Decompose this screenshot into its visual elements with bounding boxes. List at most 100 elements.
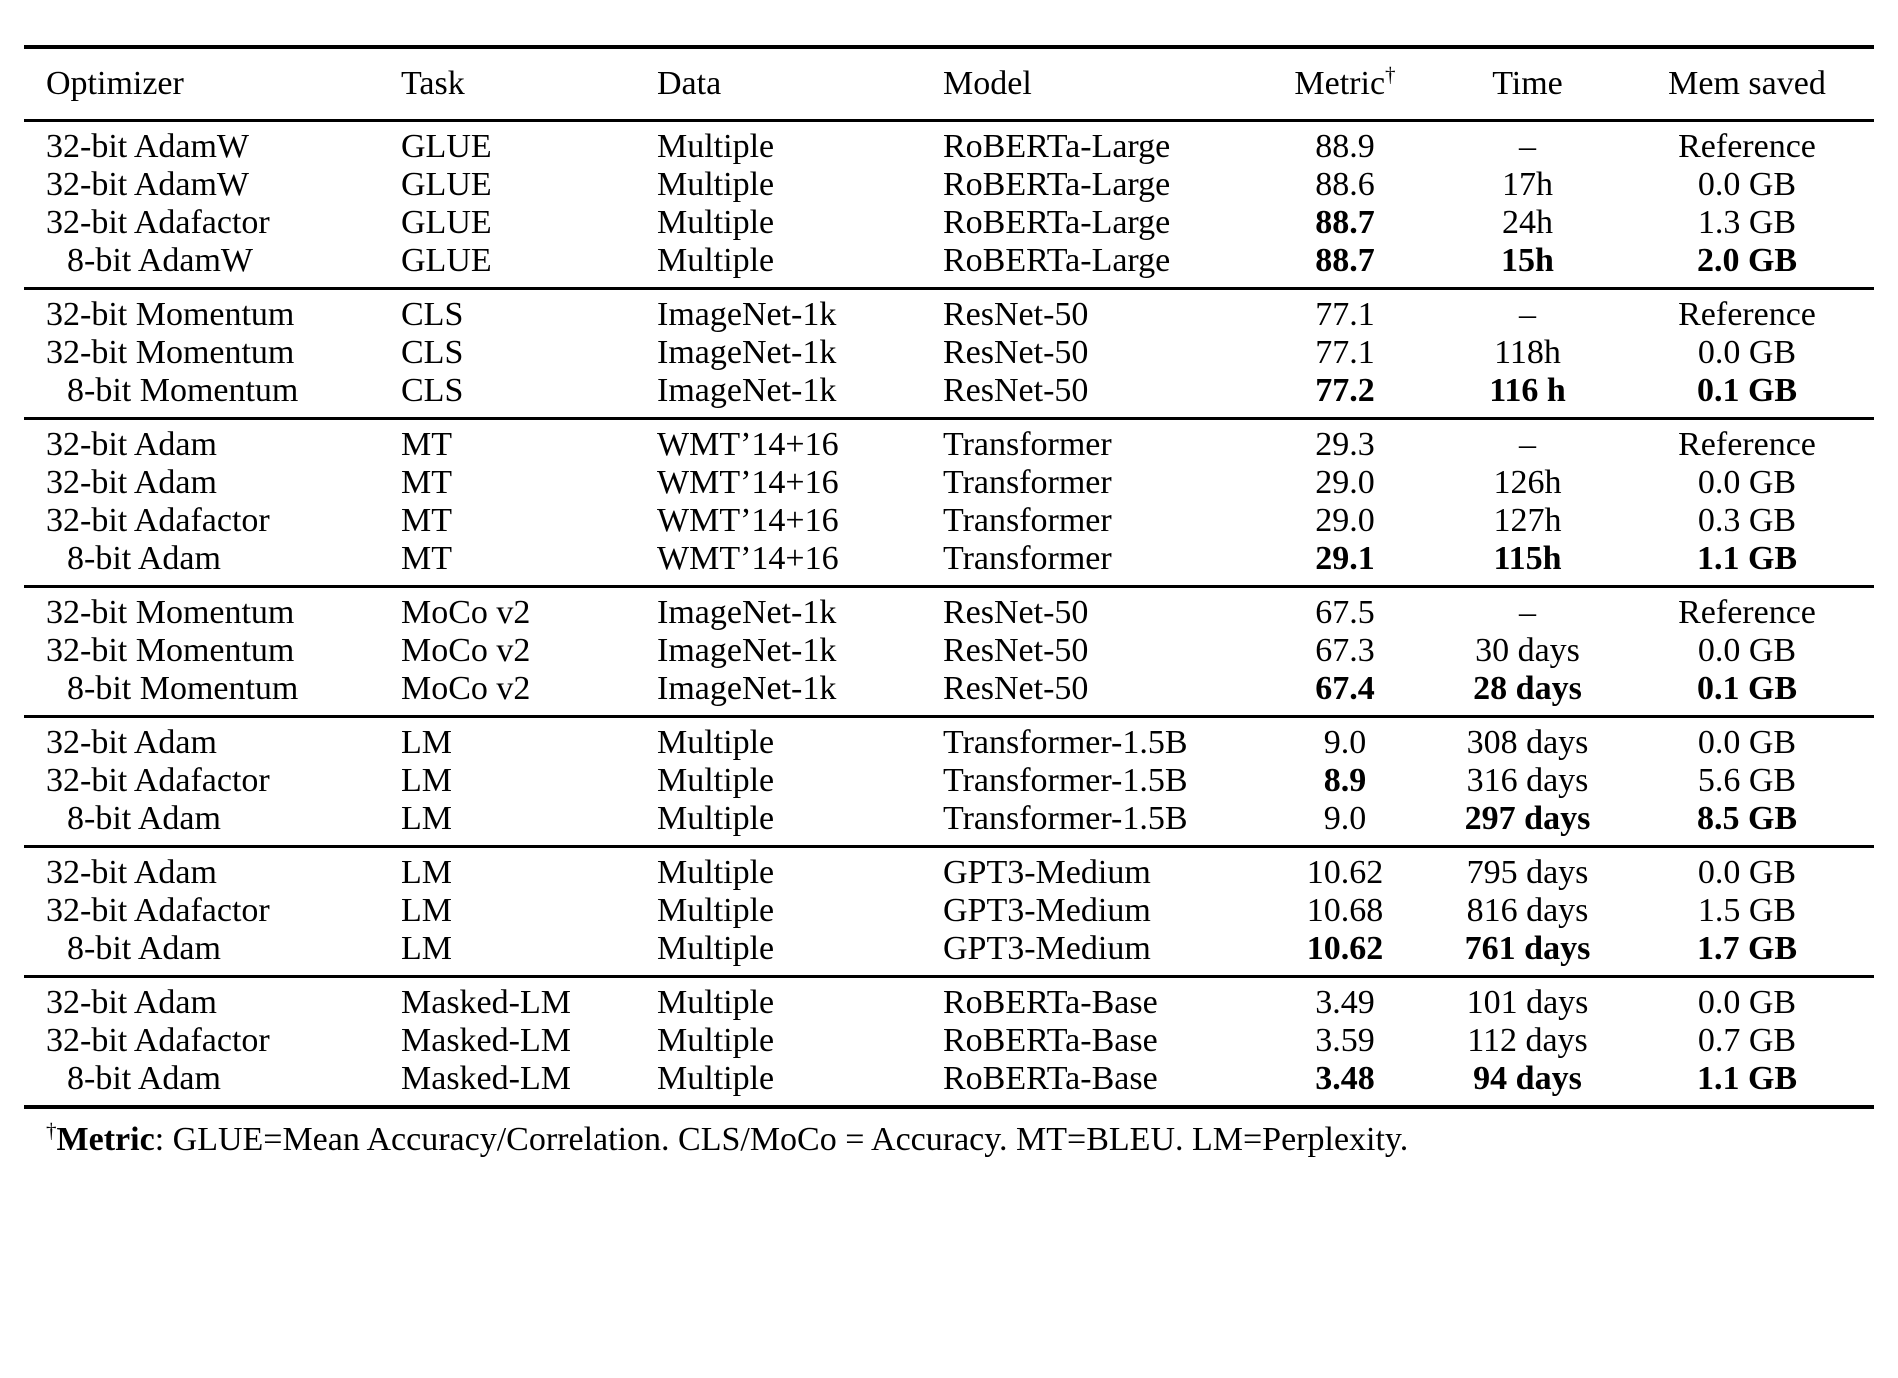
table-row: 32-bit Adafactor LM Multiple Transformer-1.…	[24, 762, 1874, 800]
cell-optimizer: 32-bit Adam	[46, 426, 217, 463]
cell-task: Masked-LM	[401, 984, 571, 1021]
cell-mem_saved: Reference	[1678, 594, 1816, 631]
cell-task: MoCo v2	[401, 632, 531, 669]
dagger-icon: †	[1385, 62, 1396, 87]
cell-mem_saved: Reference	[1678, 426, 1816, 463]
cell-model: RoBERTa-Large	[943, 166, 1171, 203]
cell-task: LM	[401, 930, 452, 967]
cell-mem_saved: 0.0 GB	[1697, 166, 1797, 203]
table-row: 32-bit Adam LM Multiple Transformer-1.5B 9.0…	[24, 717, 1874, 763]
table-row: 32-bit Adafactor LM Multiple GPT3-Medium 10.…	[24, 892, 1874, 930]
cell-model: RoBERTa-Base	[943, 1022, 1158, 1059]
cell-task: CLS	[401, 372, 464, 409]
cell-metric: 67.4	[1315, 670, 1375, 707]
cell-optimizer: 32-bit Adafactor	[46, 502, 270, 539]
cell-time: 761 days	[1464, 930, 1591, 967]
cell-time: 126h	[1493, 464, 1562, 501]
cell-time: 118h	[1494, 334, 1561, 371]
cell-time: 101 days	[1466, 984, 1589, 1021]
table-row: 8-bit Momentum MoCo v2 ImageNet-1k ResNet-5…	[24, 670, 1874, 717]
cell-task: LM	[401, 800, 452, 837]
cell-data: WMT’14+16	[657, 540, 839, 577]
cell-metric: 29.0	[1315, 464, 1375, 501]
footnote-text: : GLUE=Mean Accuracy/Correlation. CLS/Mo…	[154, 1121, 1409, 1158]
cell-model: RoBERTa-Large	[943, 128, 1171, 165]
cell-data: Multiple	[657, 800, 775, 837]
cell-optimizer: 32-bit Adam	[46, 984, 217, 1021]
cell-data: Multiple	[657, 166, 775, 203]
cell-task: LM	[401, 762, 452, 799]
table-row: 32-bit Adam MT WMT’14+16 Transformer 29.3 – Re…	[24, 419, 1874, 465]
table-row: 32-bit AdamW GLUE Multiple RoBERTa-Large 88.…	[24, 166, 1874, 204]
cell-mem_saved: 0.7 GB	[1697, 1022, 1797, 1059]
cell-task: MoCo v2	[401, 594, 531, 631]
cell-model: RoBERTa-Large	[943, 204, 1171, 241]
cell-optimizer: 8-bit AdamW	[67, 242, 254, 279]
cell-task: LM	[401, 724, 452, 761]
table-section-5: 32-bit Adam LM Multiple Transformer-1.5B 9.0…	[24, 716, 1874, 847]
cell-data: ImageNet-1k	[657, 632, 837, 669]
cell-mem_saved: 5.6 GB	[1697, 762, 1797, 799]
cell-data: Multiple	[657, 242, 775, 279]
table-row: 32-bit Adam MT WMT’14+16 Transformer 29.0 126…	[24, 464, 1874, 502]
table-row: 32-bit AdamW GLUE Multiple RoBERTa-Large 88.…	[24, 121, 1874, 167]
cell-optimizer: 32-bit Adafactor	[46, 1022, 270, 1059]
table-row: 32-bit Adam LM Multiple GPT3-Medium 10.62 795…	[24, 847, 1874, 893]
cell-data: Multiple	[657, 930, 775, 967]
column-header-optimizer: Optimizer	[46, 65, 184, 102]
cell-mem_saved: 1.3 GB	[1697, 204, 1797, 241]
cell-data: ImageNet-1k	[657, 670, 837, 707]
cell-time: 28 days	[1473, 670, 1582, 707]
table-row: 8-bit Momentum CLS ImageNet-1k ResNet-50 77.…	[24, 372, 1874, 419]
cell-optimizer: 32-bit Momentum	[46, 594, 295, 631]
cell-optimizer: 8-bit Momentum	[67, 372, 299, 409]
cell-data: Multiple	[657, 854, 775, 891]
cell-mem_saved: 1.1 GB	[1696, 1060, 1798, 1097]
cell-metric: 8.9	[1323, 762, 1367, 799]
cell-task: Masked-LM	[401, 1022, 571, 1059]
cell-mem_saved: 1.1 GB	[1696, 540, 1798, 577]
cell-metric: 29.0	[1315, 502, 1375, 539]
table-section-6: 32-bit Adam LM Multiple GPT3-Medium 10.62 795…	[24, 846, 1874, 977]
cell-data: Multiple	[657, 984, 775, 1021]
table-row: 8-bit Adam LM Multiple GPT3-Medium 10.62 761 …	[24, 930, 1874, 977]
table-section-4: 32-bit Momentum MoCo v2 ImageNet-1k ResNet-…	[24, 586, 1874, 717]
cell-mem_saved: 1.5 GB	[1697, 892, 1797, 929]
cell-metric: 10.62	[1306, 854, 1384, 891]
cell-mem_saved: 0.0 GB	[1697, 724, 1797, 761]
cell-time: 17h	[1502, 166, 1553, 203]
paper-table-figure: Optimizer Task Data Model Metric† Time Mem sav…	[24, 45, 1874, 1158]
cell-time: 316 days	[1466, 762, 1589, 799]
cell-task: CLS	[401, 334, 464, 371]
table-row: 32-bit Momentum MoCo v2 ImageNet-1k ResNet-…	[24, 632, 1874, 670]
table-row: 8-bit Adam LM Multiple Transformer-1.5B 9.0 2…	[24, 800, 1874, 847]
table-row: 8-bit AdamW GLUE Multiple RoBERTa-Large 88.7…	[24, 242, 1874, 289]
cell-time: –	[1519, 594, 1536, 631]
cell-data: WMT’14+16	[657, 426, 839, 463]
cell-time: –	[1519, 426, 1536, 463]
cell-mem_saved: 0.0 GB	[1697, 632, 1797, 669]
table-section-7: 32-bit Adam Masked-LM Multiple RoBERTa-Base…	[24, 976, 1874, 1108]
cell-model: RoBERTa-Base	[943, 1060, 1158, 1097]
cell-optimizer: 32-bit AdamW	[46, 166, 250, 203]
cell-metric: 88.7	[1315, 204, 1375, 241]
cell-optimizer: 8-bit Adam	[67, 930, 221, 967]
cell-time: 297 days	[1464, 800, 1591, 837]
cell-model: ResNet-50	[943, 334, 1089, 371]
cell-task: Masked-LM	[401, 1060, 571, 1097]
cell-mem_saved: Reference	[1678, 128, 1816, 165]
cell-time: 816 days	[1466, 892, 1589, 929]
cell-data: Multiple	[657, 1022, 775, 1059]
cell-model: RoBERTa-Large	[943, 242, 1171, 279]
cell-optimizer: 32-bit Adam	[46, 724, 217, 761]
cell-data: ImageNet-1k	[657, 372, 837, 409]
table-row: 32-bit Adam Masked-LM Multiple RoBERTa-Base…	[24, 977, 1874, 1023]
column-header-mem_saved: Mem saved	[1668, 65, 1826, 102]
cell-metric: 77.1	[1315, 296, 1375, 333]
column-header-model: Model	[943, 65, 1032, 102]
cell-model: Transformer	[943, 426, 1112, 463]
cell-time: 127h	[1493, 502, 1562, 539]
cell-mem_saved: 0.0 GB	[1697, 334, 1797, 371]
cell-data: Multiple	[657, 128, 775, 165]
table-row: 8-bit Adam Masked-LM Multiple RoBERTa-Base 3…	[24, 1060, 1874, 1107]
